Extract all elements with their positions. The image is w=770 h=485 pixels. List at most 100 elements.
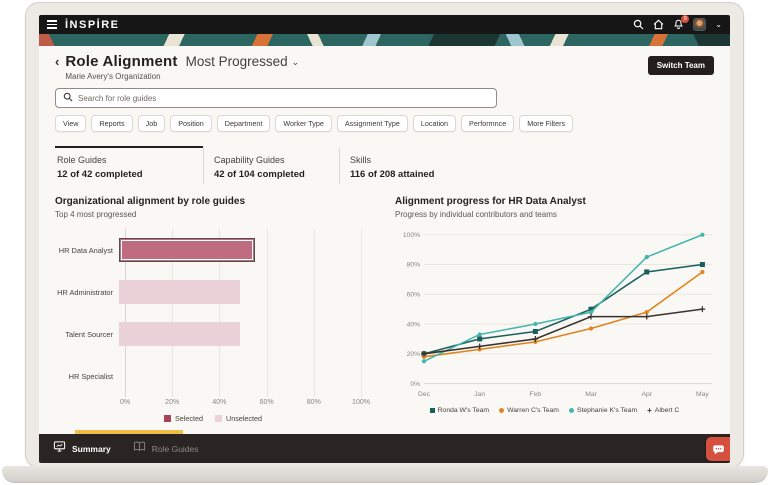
bottom-tab-role-guides-label: Role Guides [151,443,199,454]
svg-text:80%: 80% [407,262,421,269]
legend-item-ronda-w-s-team[interactable]: Ronda W's Team [429,407,489,414]
chevron-down-icon: ⌄ [291,57,300,67]
line-chart-subtitle: Progress by individual contributors and … [395,210,557,219]
summary-tabs: Role Guides 12 of 42 completed Capability … [55,146,714,184]
legend-item-selected[interactable]: Selected [164,414,203,423]
tab-value: 12 of 42 completed [57,169,143,180]
bar-chart-x-axis: 0% 20% 40% 60% 80% 100% [120,399,370,411]
filter-chip-worker-type[interactable]: Worker Type [275,115,332,132]
switch-team-button[interactable]: Switch Team [647,56,714,75]
bar-hr-data-analyst[interactable] [119,238,255,262]
filter-chip-department[interactable]: Department [216,115,271,132]
legend-item-warren-c-s-team[interactable]: Warren C's Team [499,407,559,414]
organization-subtitle: Marie Avery's Organization [65,72,161,81]
bottom-tab-summary[interactable]: Summary [53,440,111,458]
view-selector-dropdown[interactable]: Most Progressed ⌄ [186,54,300,69]
search-input[interactable] [78,93,489,103]
chevron-down-icon[interactable]: ⌄ [715,20,722,29]
legend-item-albert-c[interactable]: + Albert C [647,407,680,414]
x-tick-label: 80% [306,399,321,406]
x-tick-label: 40% [212,399,227,406]
tab-label: Capability Guides [214,155,285,165]
svg-text:40%: 40% [407,321,421,328]
tab-role-guides[interactable]: Role Guides 12 of 42 completed [55,146,203,184]
back-button[interactable]: ‹ [55,54,60,69]
filter-chip-assignment-type[interactable]: Assignment Type [336,115,408,132]
tab-label: Role Guides [57,155,107,165]
notification-badge: 9 [681,15,690,23]
avatar[interactable] [693,18,707,31]
decorative-banner [39,34,730,46]
page-header: ‹ Role Alignment Most Progressed ⌄ Marie… [55,53,714,81]
summary-icon [53,440,66,458]
bottom-tab-role-guides[interactable]: Role Guides [133,440,199,458]
home-icon[interactable] [653,19,664,30]
x-tick-label: 0% [119,399,131,406]
page-title: Role Alignment [65,53,178,70]
line-chart-legend: Ronda W's Team Warren C's Team Stephanie K… [395,407,714,414]
filter-chip-row: View Reports Job Position Department Worker T… [55,115,714,132]
search-icon[interactable] [633,19,644,30]
bar-chart-legend: Selected Unselected [55,414,371,423]
legend-item-unselected[interactable]: Unselected [215,414,262,423]
view-selector-value: Most Progressed [185,54,288,69]
bar-chart-title: Organizational alignment by role guides [55,196,246,207]
series-line-warren-c-s-team [423,271,703,358]
line-chart-svg: 0% 20% 40% 60% 80% 100% Dec Jan Feb Mar Apr May [403,232,713,398]
series-line-ronda-w-s-team [423,263,703,355]
book-icon [133,440,146,458]
search-bar[interactable] [55,88,497,108]
bar-row-hr-administrator: HR Administrator [55,271,371,313]
chat-button[interactable] [706,437,730,461]
laptop-base [2,466,768,483]
bar-talent-sourcer[interactable] [119,322,240,346]
filter-chip-reports[interactable]: Reports [91,115,133,132]
bar-category-label: HR Specialist [68,371,113,381]
bar-chart-subtitle: Top 4 most progressed [55,210,137,219]
bottom-tab-summary-label: Summary [72,443,111,454]
series-line-stephanie-k-s-team [423,234,703,362]
filter-chip-position[interactable]: Position [170,115,212,132]
bar-row-hr-specialist: HR Specialist [55,355,371,397]
legend-item-stephanie-k-s-team[interactable]: Stephanie K's Team [568,407,637,414]
line-chart-title: Alignment progress for HR Data Analyst [395,196,586,207]
charts-row: Organizational alignment by role guides … [55,196,714,423]
menu-icon[interactable] [47,20,57,29]
x-tick-label: 20% [165,399,180,406]
notifications-icon[interactable]: 9 [673,15,690,30]
bar-chart-gridlines [125,229,362,397]
svg-text:Feb: Feb [530,391,542,398]
svg-text:May: May [696,391,709,398]
bar-chart: HR Data Analyst HR Administrator Talent So… [55,229,371,397]
app-screen: İNSPİRE 9 ⌄ [39,15,730,463]
svg-text:Dec: Dec [418,391,431,398]
bar-row-hr-data-analyst: HR Data Analyst [55,229,371,271]
svg-text:60%: 60% [407,292,421,299]
tab-capability-guides[interactable]: Capability Guides 42 of 104 completed [203,146,339,184]
x-tick-label: 100% [352,399,370,406]
svg-text:Mar: Mar [585,391,597,398]
bar-row-talent-sourcer: Talent Sourcer [55,313,371,355]
main-content: ‹ Role Alignment Most Progressed ⌄ Marie… [39,46,730,434]
svg-text:0%: 0% [410,381,420,388]
chat-bubble-icon [712,444,724,454]
series-line-albert-c [423,308,703,355]
tab-value: 42 of 104 completed [214,169,305,180]
filter-chip-more-filters[interactable]: More Filters [519,115,574,132]
bar-category-label: Talent Sourcer [65,329,113,339]
filter-chip-location[interactable]: Location [412,115,457,132]
filter-chip-view[interactable]: View [55,115,87,132]
svg-text:Jan: Jan [474,391,485,398]
svg-text:100%: 100% [403,232,420,239]
svg-text:Apr: Apr [641,391,652,398]
x-tick-label: 60% [259,399,274,406]
svg-text:20%: 20% [407,351,421,358]
filter-chip-job[interactable]: Job [137,115,166,132]
bar-hr-administrator[interactable] [119,280,240,304]
tab-skills[interactable]: Skills 116 of 208 attained [339,146,479,184]
top-bar: İNSPİRE 9 ⌄ [39,15,730,34]
laptop-frame: İNSPİRE 9 ⌄ [25,2,744,468]
line-chart-panel: Alignment progress for HR Data Analyst P… [395,196,714,423]
filter-chip-performnce[interactable]: Performnce [461,115,515,132]
bottom-bar: Summary Role Guides [39,430,730,463]
